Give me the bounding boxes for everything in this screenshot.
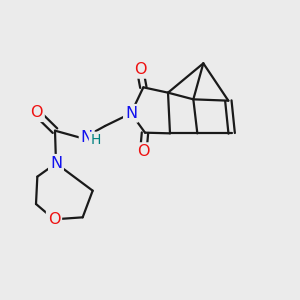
Text: O: O (30, 105, 43, 120)
Text: O: O (137, 144, 150, 159)
Text: O: O (134, 62, 146, 77)
Text: N: N (81, 130, 93, 145)
Text: H: H (91, 133, 101, 147)
Text: N: N (50, 156, 62, 171)
Text: O: O (48, 212, 60, 227)
Text: N: N (125, 106, 137, 121)
